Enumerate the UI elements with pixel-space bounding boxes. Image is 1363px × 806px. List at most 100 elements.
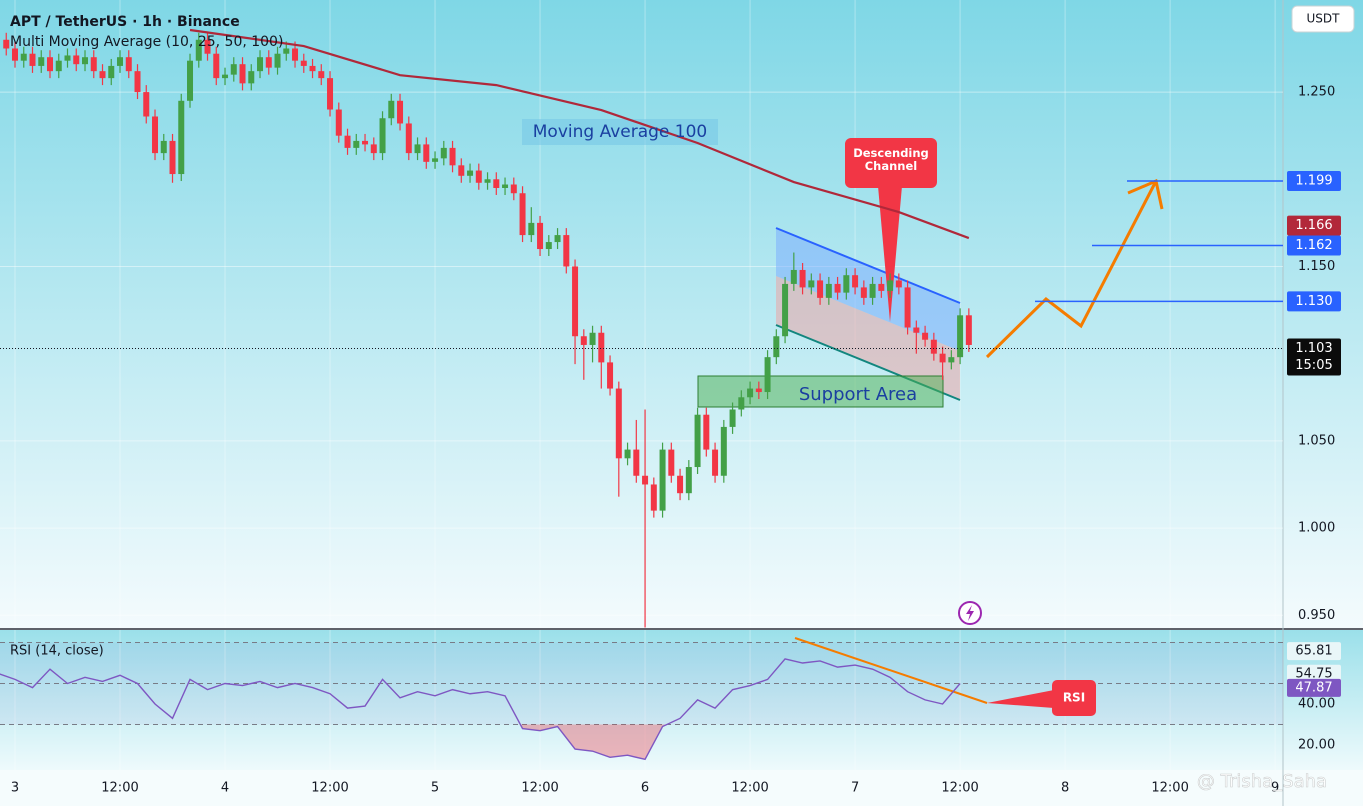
candle-body bbox=[537, 222, 544, 250]
last-price-tag bbox=[1287, 338, 1341, 376]
candle-body bbox=[869, 283, 876, 298]
candle-body bbox=[125, 57, 132, 72]
channel-lower-fill bbox=[776, 276, 960, 400]
candle-body bbox=[843, 275, 850, 293]
rsi-callout-text: RSI bbox=[1063, 691, 1085, 705]
candle-body bbox=[169, 140, 176, 175]
candle-body bbox=[545, 242, 552, 250]
candle-body bbox=[344, 135, 351, 148]
x-tick-label: 12:00 bbox=[311, 781, 348, 796]
rsi-pane bbox=[0, 630, 1363, 770]
candle-body bbox=[335, 109, 342, 136]
candle-body bbox=[572, 266, 579, 337]
candle-body bbox=[554, 235, 561, 243]
support-annotation: Support Area bbox=[799, 384, 917, 405]
candle-body bbox=[108, 65, 115, 79]
candle-body bbox=[510, 184, 517, 194]
y-tick-label: 1.150 bbox=[1298, 259, 1335, 274]
candle-body bbox=[834, 283, 841, 293]
candle-body bbox=[160, 140, 167, 154]
currency-button[interactable] bbox=[1291, 5, 1355, 33]
rsi-tag bbox=[1287, 642, 1341, 661]
candle-body bbox=[353, 140, 360, 148]
candle-body bbox=[852, 275, 859, 288]
countdown-label: 15:05 bbox=[1295, 358, 1332, 373]
price-tag-label: 1.199 bbox=[1295, 174, 1332, 189]
candle-body bbox=[913, 327, 920, 333]
candle-body bbox=[528, 222, 535, 236]
candle-body bbox=[773, 336, 780, 358]
candle-body bbox=[607, 362, 614, 389]
candle-body bbox=[283, 48, 290, 54]
candle-body bbox=[580, 336, 587, 345]
candle-body bbox=[248, 71, 255, 84]
candle-body bbox=[195, 39, 202, 61]
candle-body bbox=[519, 193, 526, 236]
candle-body bbox=[965, 315, 972, 345]
candle-body bbox=[414, 144, 421, 154]
forecast-path bbox=[985, 182, 1157, 359]
currency-label[interactable]: USDT bbox=[1307, 12, 1341, 26]
candle-body bbox=[475, 170, 482, 183]
candle-body bbox=[292, 48, 299, 61]
candle-body bbox=[904, 287, 911, 328]
candle-body bbox=[82, 57, 89, 65]
candle-body bbox=[878, 283, 885, 291]
candle-body bbox=[650, 484, 657, 511]
candle-body bbox=[423, 144, 430, 162]
time-axis bbox=[0, 770, 1363, 806]
last-price-label: 1.103 bbox=[1295, 341, 1332, 356]
candle-body bbox=[309, 65, 316, 72]
candle-body bbox=[642, 475, 649, 485]
candle-body bbox=[764, 357, 771, 393]
candle-body bbox=[213, 53, 220, 79]
candle-body bbox=[3, 39, 10, 49]
x-tick-label: 7 bbox=[851, 781, 859, 796]
price-tag bbox=[1287, 171, 1341, 192]
candle-body bbox=[178, 100, 185, 175]
rsi-trendline bbox=[794, 637, 988, 704]
x-tick-label: 12:00 bbox=[101, 781, 138, 796]
chart-title: APT / TetherUS · 1h · Binance bbox=[10, 14, 240, 30]
candle-body bbox=[117, 57, 124, 66]
rsi-line bbox=[0, 658, 961, 761]
rsi-tag-label: 54.75 bbox=[1295, 666, 1332, 681]
candle-body bbox=[362, 140, 369, 145]
candle-body bbox=[64, 55, 71, 61]
candle-body bbox=[230, 64, 237, 75]
price-tag bbox=[1287, 235, 1341, 256]
candle-body bbox=[755, 388, 762, 393]
rsi-tag bbox=[1287, 664, 1341, 683]
rsi-callout bbox=[1052, 680, 1096, 716]
candle-body bbox=[598, 332, 605, 363]
candle-body bbox=[808, 280, 815, 288]
channel-upper-line bbox=[775, 227, 961, 304]
candle-body bbox=[502, 184, 509, 188]
candle-body bbox=[624, 449, 631, 459]
callout bbox=[845, 138, 937, 188]
candle-body bbox=[55, 60, 62, 72]
candle-body bbox=[152, 116, 159, 154]
indicator-name: Multi Moving Average (10, 25, 50, 100) bbox=[10, 34, 283, 50]
candle-body bbox=[677, 475, 684, 494]
candle-body bbox=[397, 100, 404, 124]
candle-body bbox=[887, 280, 894, 291]
candle-body bbox=[712, 449, 719, 476]
y-tick-label: 0.950 bbox=[1298, 608, 1335, 623]
candle-body bbox=[11, 48, 18, 61]
candle-body bbox=[257, 57, 264, 72]
candle-body bbox=[274, 53, 281, 68]
y-tick-label: 1.050 bbox=[1298, 433, 1335, 448]
candle-body bbox=[703, 414, 710, 450]
rsi-callout-pointer bbox=[987, 690, 1054, 708]
candle-body bbox=[90, 57, 97, 72]
candle-body bbox=[29, 53, 36, 66]
candle-body bbox=[99, 71, 106, 79]
candle-body bbox=[388, 100, 395, 119]
candle-body bbox=[747, 388, 754, 398]
candle-body bbox=[948, 357, 955, 363]
channel-annotation: Descending Channel bbox=[853, 146, 929, 173]
x-tick-label: 3 bbox=[11, 781, 19, 796]
x-tick-label: 12:00 bbox=[941, 781, 978, 796]
